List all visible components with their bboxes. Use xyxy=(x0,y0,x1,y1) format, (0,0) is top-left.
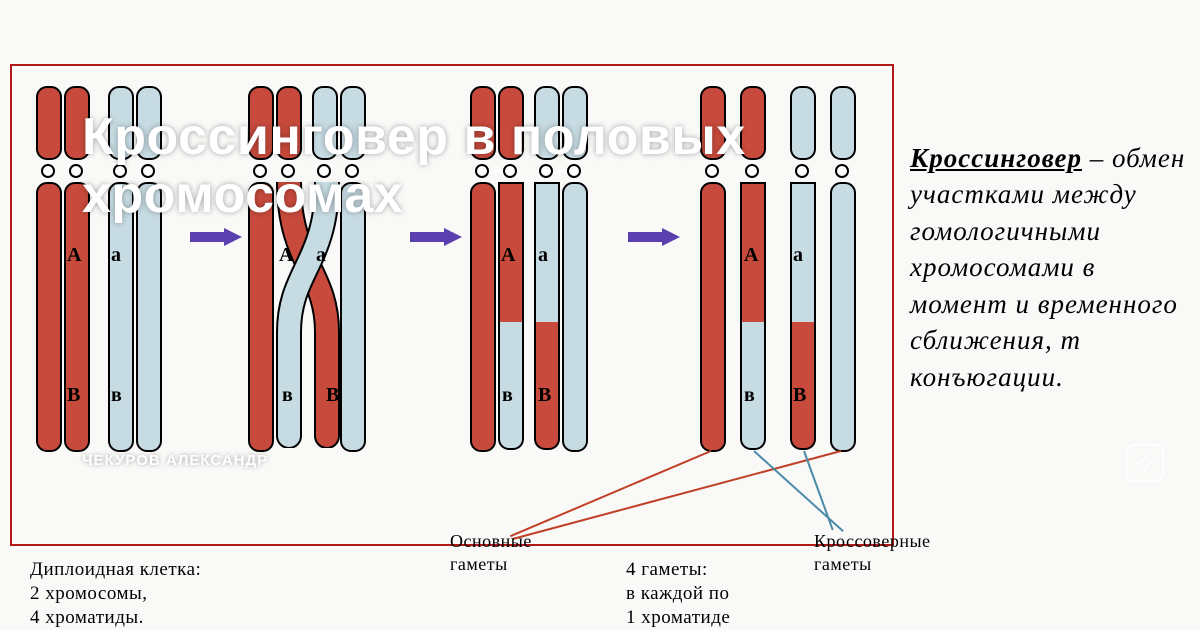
allele-A: А xyxy=(67,244,81,267)
allele-b: в xyxy=(502,384,513,407)
caption-main-gametes: Основные гаметы xyxy=(450,530,532,575)
allele-B: В xyxy=(67,384,80,407)
allele-a: а xyxy=(538,244,548,267)
caption-cross-gametes: Кроссоверные гаметы xyxy=(814,530,931,575)
zen-star-icon xyxy=(1126,444,1164,482)
arrow-icon xyxy=(190,228,242,246)
allele-A: А xyxy=(501,244,515,267)
arrow-icon xyxy=(410,228,462,246)
chromatid xyxy=(36,182,62,452)
allele-b: в xyxy=(111,384,122,407)
allele-B: В xyxy=(793,384,806,407)
allele-B: В xyxy=(538,384,551,407)
author-name: ЧЕКУРОВ АЛЕКСАНДР xyxy=(82,452,268,469)
allele-a: а xyxy=(316,244,326,267)
definition-body: – обмен участками между гомологичными хр… xyxy=(910,143,1185,392)
chromatid xyxy=(36,86,62,160)
allele-B: В xyxy=(326,384,339,407)
caption-diploid: Диплоидная клетка: 2 хромосомы, 4 хромат… xyxy=(30,558,201,629)
page-title: Кроссинговер в половых хромосомах xyxy=(82,108,880,224)
caption-four-gametes: 4 гаметы: в каждой по 1 хроматиде xyxy=(626,558,730,629)
allele-A: А xyxy=(279,244,293,267)
centromere xyxy=(41,164,55,178)
definition-text: Кроссинговер – обмен участками между гом… xyxy=(910,140,1200,395)
centromere xyxy=(69,164,83,178)
arrow-icon xyxy=(628,228,680,246)
allele-b: в xyxy=(282,384,293,407)
allele-A: А xyxy=(744,244,758,267)
allele-a: а xyxy=(111,244,121,267)
allele-b: в xyxy=(744,384,755,407)
allele-a: а xyxy=(793,244,803,267)
definition-term: Кроссинговер xyxy=(910,143,1082,173)
